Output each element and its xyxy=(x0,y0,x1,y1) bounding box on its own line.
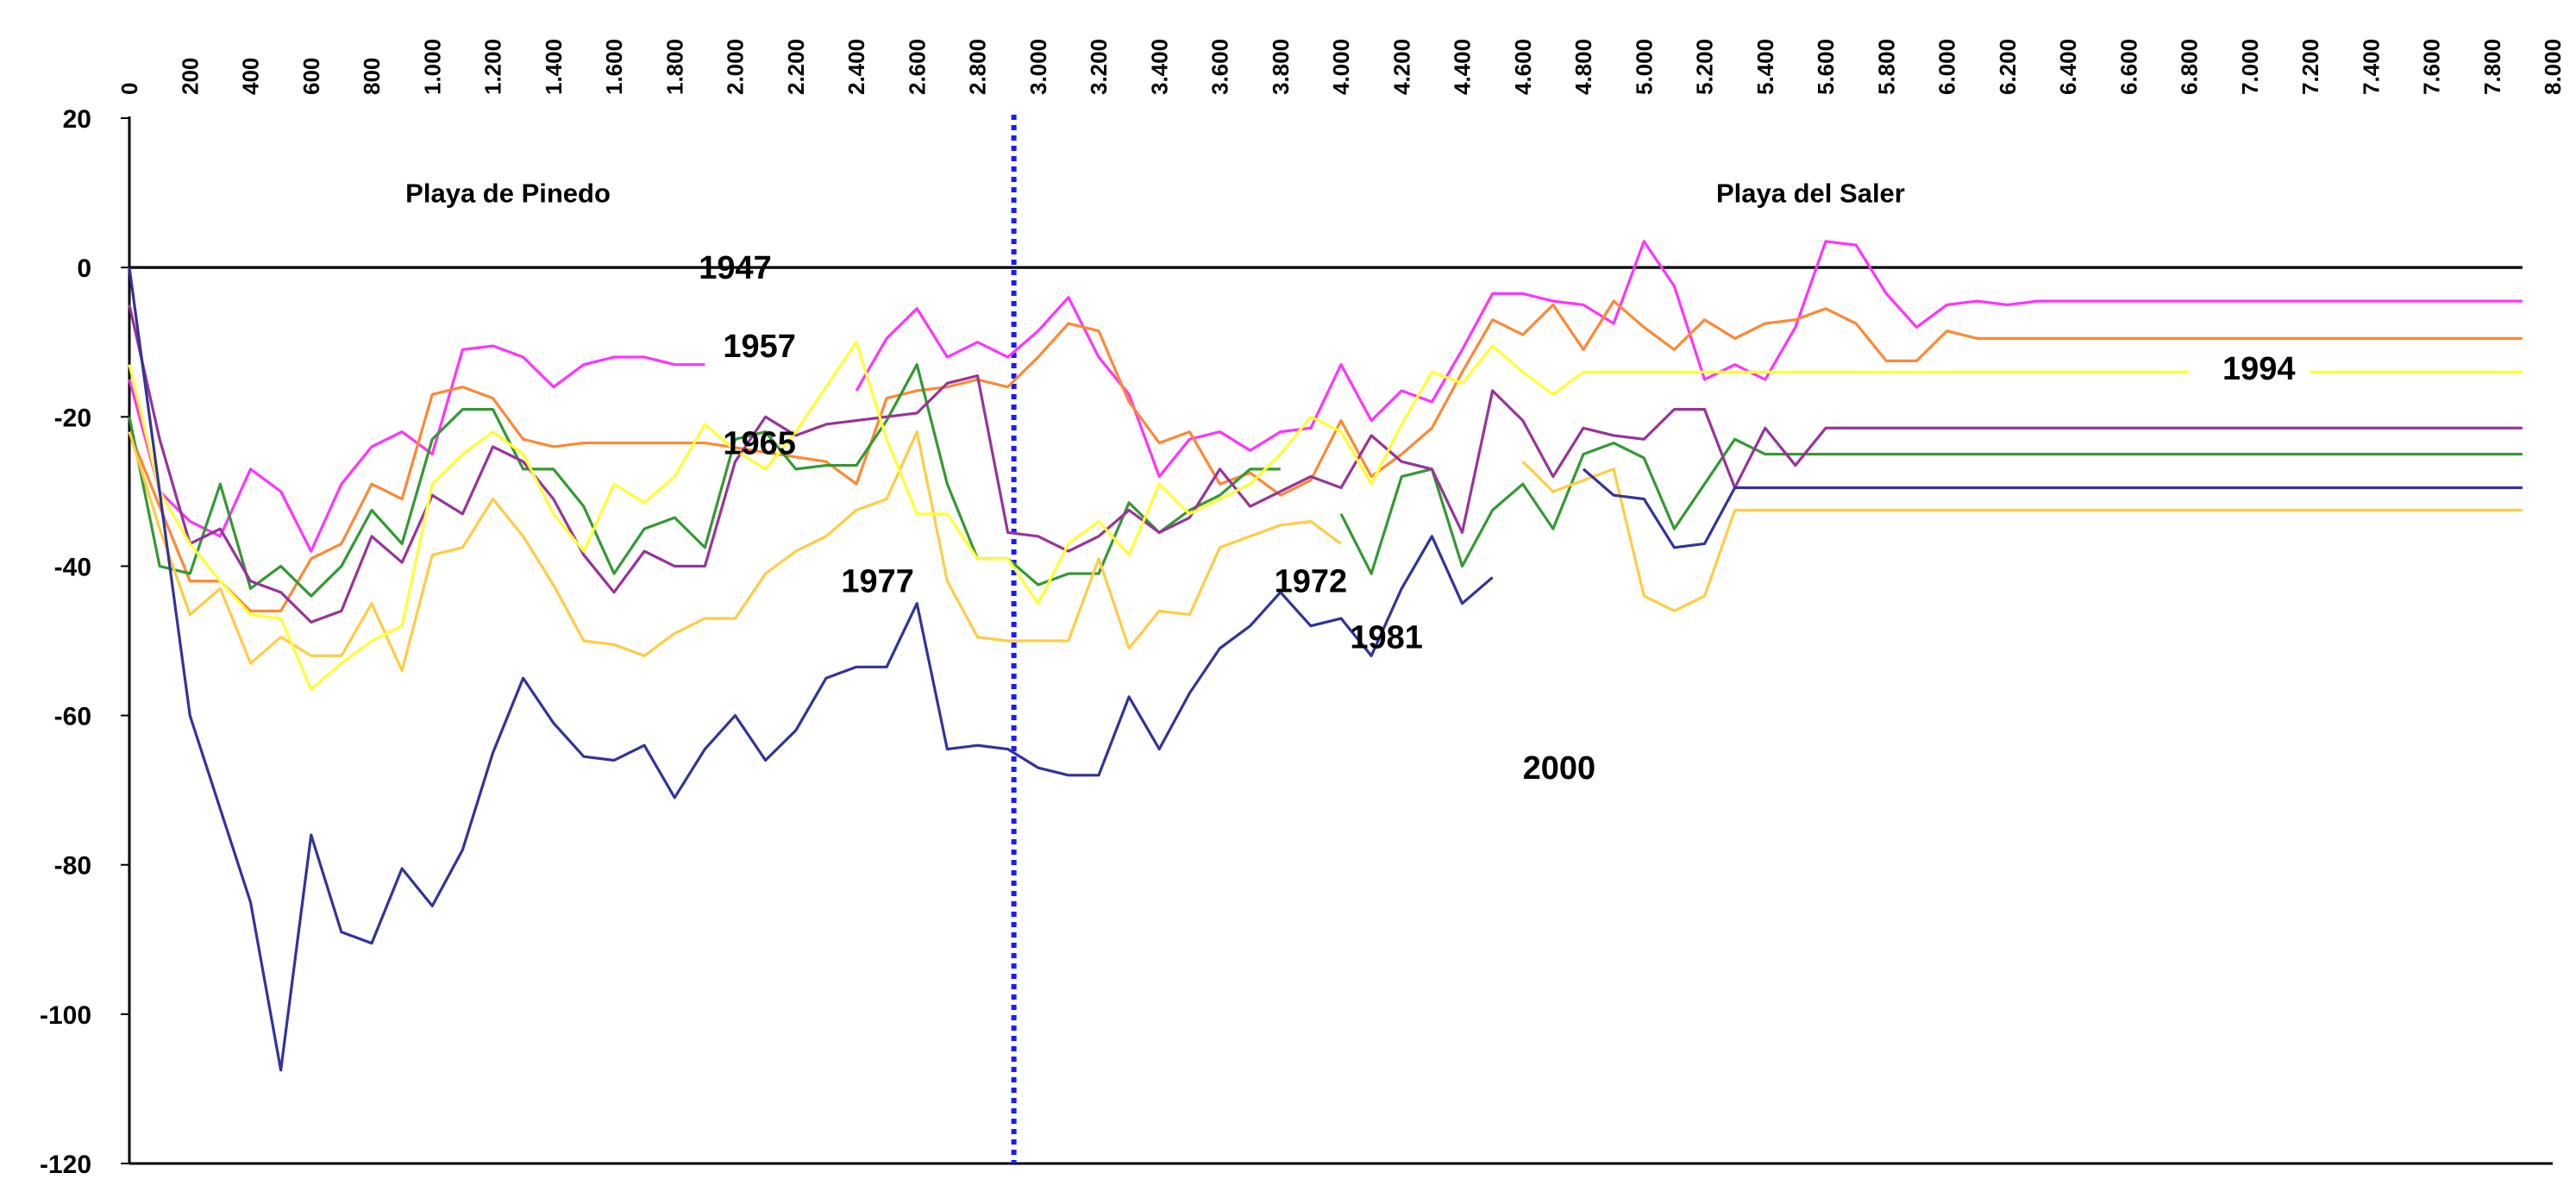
series-lines xyxy=(128,240,2523,1072)
y-tick-label: -60 xyxy=(54,703,91,731)
series-labels: 1947 1957 1965 1972 1977 1981 1994 2000 xyxy=(699,250,2295,787)
x-tick-label: 5.000 xyxy=(1631,39,1657,95)
region-label: Playa de Pinedo xyxy=(405,179,611,209)
x-tick-label: 3.600 xyxy=(1207,39,1233,95)
region-labels: Playa de Pinedo Playa del Saler xyxy=(405,179,1905,209)
x-tick-label: 6.400 xyxy=(2055,39,2081,95)
y-tick-label: 0 xyxy=(77,254,91,283)
x-tick-label: 3.800 xyxy=(1268,39,1294,95)
series-label-2000: 2000 xyxy=(1523,750,1596,787)
x-tick-label: 3.400 xyxy=(1146,39,1172,95)
x-tick-label: 5.600 xyxy=(1813,39,1839,95)
x-tick-label: 800 xyxy=(359,58,385,95)
series-label-1947: 1947 xyxy=(699,250,772,286)
x-tick-label: 600 xyxy=(298,58,324,95)
x-tick-label: 7.600 xyxy=(2419,39,2445,95)
series-line-2000 xyxy=(1582,467,2523,549)
x-tick-label: 7.200 xyxy=(2297,39,2323,95)
series-label-1957: 1957 xyxy=(723,329,796,365)
series-line-1965 xyxy=(128,299,2523,612)
x-tick-label: 400 xyxy=(238,58,264,95)
x-tick-label: 2.200 xyxy=(783,39,809,95)
axes-group xyxy=(121,115,2553,1165)
x-tick-label: 6.000 xyxy=(1934,39,1960,95)
y-tick-label: -40 xyxy=(54,553,91,581)
region-label: Playa del Saler xyxy=(1716,179,1905,209)
y-tick-labels: 20 0 -20 -40 -60 -80 -100 -120 xyxy=(40,105,91,1179)
x-tick-label: 6.800 xyxy=(2177,39,2203,95)
y-tick-label: -120 xyxy=(40,1151,91,1179)
x-tick-label: 4.600 xyxy=(1510,39,1536,95)
y-tick-label: -20 xyxy=(54,404,91,432)
x-tick-label: 2.600 xyxy=(904,39,930,95)
series-line-1981 xyxy=(1521,461,2523,612)
x-tick-label: 3.200 xyxy=(1086,39,1112,95)
series-line-2000 xyxy=(128,267,1494,1072)
x-tick-label: 7.400 xyxy=(2358,39,2384,95)
series-label-1981: 1981 xyxy=(1350,620,1423,656)
x-tick-label: 4.200 xyxy=(1388,39,1414,95)
x-tick-label: 1.400 xyxy=(541,39,567,95)
series-label-1994: 1994 xyxy=(2222,351,2296,387)
series-label-1972: 1972 xyxy=(1275,564,1348,600)
series-line-1972 xyxy=(1339,437,2523,575)
x-tick-label: 5.400 xyxy=(1752,39,1778,95)
series-line-1981 xyxy=(128,430,1342,673)
x-tick-label: 1.000 xyxy=(419,39,445,95)
x-tick-label: 200 xyxy=(177,58,203,95)
y-tick-label: 20 xyxy=(63,105,91,134)
x-tick-label: 5.200 xyxy=(1692,39,1718,95)
x-tick-label: 2.000 xyxy=(723,39,749,95)
y-tick-label: -100 xyxy=(40,1001,91,1030)
x-tick-label: 1.600 xyxy=(601,39,627,95)
series-line-1977 xyxy=(128,304,2523,624)
x-tick-label: 4.800 xyxy=(1570,39,1596,95)
x-tick-label: 2.800 xyxy=(965,39,991,95)
series-line-1994 xyxy=(128,341,2190,691)
x-tick-label: 8.000 xyxy=(2540,39,2566,95)
series-label-1977: 1977 xyxy=(841,564,914,600)
x-tick-label: 2.400 xyxy=(843,39,869,95)
x-tick-label: 4.400 xyxy=(1450,39,1476,95)
x-tick-label: 7.000 xyxy=(2237,39,2263,95)
x-tick-label: 3.000 xyxy=(1025,39,1051,95)
x-tick-label: 5.800 xyxy=(1873,39,1899,95)
x-tick-label: 1.200 xyxy=(480,39,506,95)
series-line-1972 xyxy=(128,363,1281,598)
x-tick-labels: 0 200 400 600 800 1.000 1.200 1.400 1.600 1.800 2.… xyxy=(116,39,2566,95)
x-tick-label: 7.800 xyxy=(2479,39,2505,95)
x-tick-label: 6.600 xyxy=(2115,39,2141,95)
x-tick-label: 1.800 xyxy=(661,39,687,95)
x-tick-label: 0 xyxy=(116,83,142,95)
y-tick-label: -80 xyxy=(54,852,91,881)
series-label-1965: 1965 xyxy=(723,426,796,462)
x-tick-label: 6.200 xyxy=(1995,39,2021,95)
x-tick-label: 4.000 xyxy=(1328,39,1354,95)
